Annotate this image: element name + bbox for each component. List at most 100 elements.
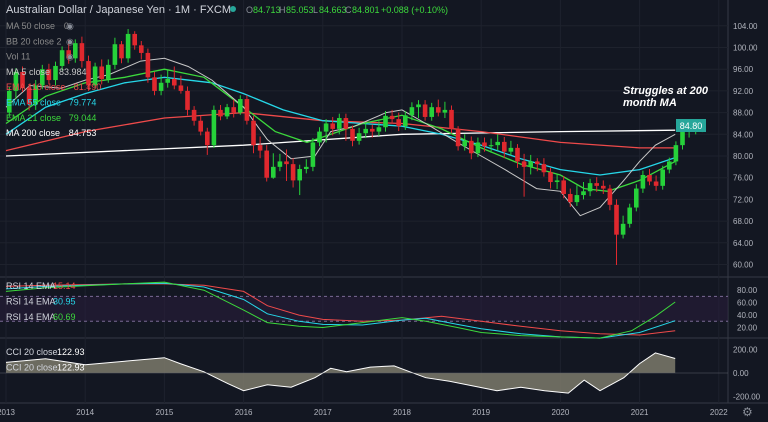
candle-body [106,64,111,79]
last-price-badge [676,119,706,132]
rsi-legend-value: 60.69 [53,312,76,322]
cci-tick-label: -200.00 [733,393,761,402]
candle-body [284,161,289,165]
candle-body [515,147,520,162]
candle-body [587,183,593,192]
candle-body [376,127,382,132]
candle-body [251,120,256,146]
candle-body [416,104,421,108]
candle-body [343,118,349,129]
candle-body [363,128,368,134]
candle-body [535,161,540,165]
indicator-label: EMA 21 close [6,113,61,123]
cci-legend-label: CCI 20 close [6,363,58,373]
cci-tick-label: 200.00 [733,345,758,354]
ohlc-close: 84.801 [352,5,380,15]
candle-body [482,142,487,147]
candle-body [244,99,250,121]
price-tick-label: 60.00 [733,261,754,270]
year-label: 2014 [76,408,94,417]
year-label: 2015 [156,408,174,417]
candle-body [640,174,646,189]
rsi-tick-label: 60.00 [737,299,758,308]
price-tick-label: 72.00 [733,195,754,204]
indicator-label: EMA 110 close [6,82,65,92]
cci-legend-value: 122.93 [57,363,85,373]
candle-body [59,50,65,66]
price-tick-label: 96.00 [733,65,754,74]
rsi-legend-value: 30.95 [53,297,76,307]
candle-body [119,44,124,59]
candle-body [317,131,322,143]
price-tick-label: 68.00 [733,217,754,226]
candle-body [7,90,12,113]
candle-body [277,161,283,167]
svg-text:L: L [313,5,318,15]
rsi-line [5,281,676,339]
candle-body [627,207,632,224]
candle-body [541,164,547,173]
year-label: 2018 [393,408,411,417]
candle-body [178,85,184,91]
candle-body [198,120,203,132]
year-label: 2013 [0,408,15,417]
ohlc-open: 84.713 [253,5,281,15]
candle-body [607,188,613,205]
indicator-label: EMA 55 close [6,98,61,108]
indicator-value: 81.490 [74,82,102,92]
candle-body [152,77,157,91]
visibility-eye-icon[interactable]: ◉ [66,52,74,62]
candle-body [145,52,151,78]
indicator-value: 84.753 [69,128,97,138]
candle-body [132,33,137,46]
candle-body [403,115,408,127]
visibility-eye-icon[interactable]: ◉ [66,21,74,31]
candle-body [673,145,679,162]
ohlc-high: 85.053 [286,5,314,15]
candle-body [389,115,395,120]
ohlc-readout: O 84.713 H 85.053 L 84.663 C 84.801 +0.0… [246,5,448,15]
price-tick-label: 88.00 [733,109,754,118]
gear-icon[interactable]: ⚙ [742,405,753,419]
candle-body [337,118,342,129]
candle-body [20,71,25,88]
rsi-legend-value: 15.14 [53,281,76,291]
candle-body [99,66,104,79]
candle-body [667,161,672,170]
svg-text:C: C [345,5,352,15]
last-price-label: 84.80 [680,121,703,131]
cci-legend-label: CCI 20 close [6,347,58,357]
cci-tick-label: 0.00 [733,369,749,378]
annotation-line-2: month MA [623,97,677,109]
price-tick-label: 92.00 [733,87,754,96]
candle-body [257,145,263,151]
candle-body [620,223,626,235]
year-label: 2021 [631,408,649,417]
ma-line-ma-5-close [5,57,676,217]
candle-body [469,140,474,154]
candle-body [125,33,131,59]
candle-body [554,180,560,183]
year-label: 2020 [552,408,570,417]
cci-legend-value: 122.93 [57,347,85,357]
candle-body [165,78,170,83]
candle-body [224,107,230,117]
indicator-value: 0 [64,21,69,31]
candle-body [396,119,401,127]
ohlc-change: +0.088 (+0.10%) [381,5,448,15]
visibility-eye-icon[interactable]: ◉ [66,36,74,46]
candle-body [185,90,190,110]
candle-body [422,104,428,117]
rsi-tick-label: 20.00 [737,324,758,333]
candle-body [304,166,309,170]
candle-body [53,65,58,81]
price-tick-label: 84.00 [733,130,754,139]
ma-line-ema-21-close [5,68,676,192]
rsi-tick-label: 40.00 [737,311,758,320]
indicator-label: MA 200 close [6,128,60,138]
candle-body [574,195,580,203]
candle-body [581,191,586,196]
rsi-legend-label: RSI 14 EMA [6,312,56,322]
candle-body [594,183,599,186]
